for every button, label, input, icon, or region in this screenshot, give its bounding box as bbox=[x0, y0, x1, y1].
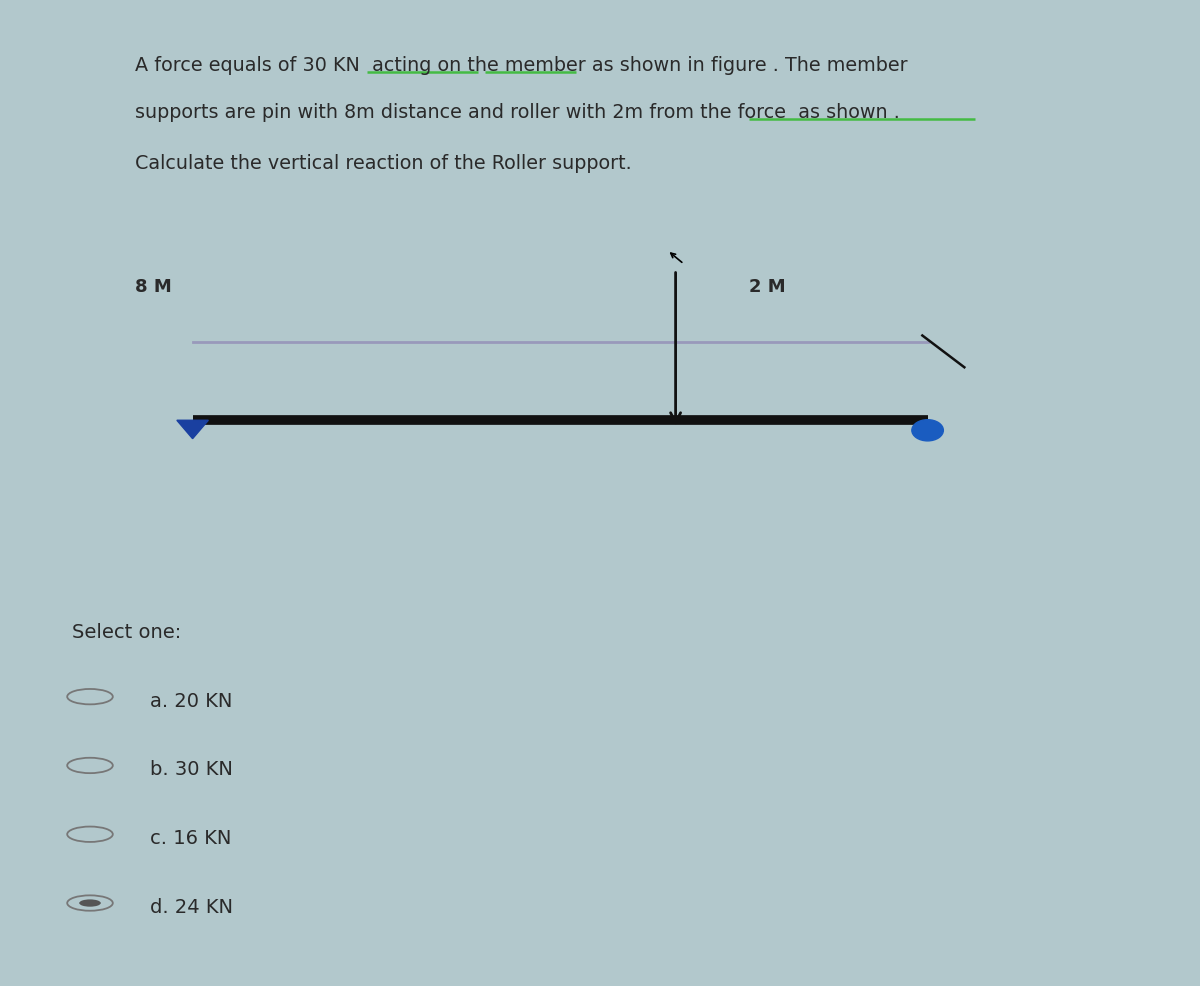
Text: 2 M: 2 M bbox=[749, 278, 786, 296]
Ellipse shape bbox=[912, 420, 943, 442]
Text: a. 20 KN: a. 20 KN bbox=[150, 691, 233, 710]
Text: A force equals of 30 KN  acting on the member as shown in figure . The member: A force equals of 30 KN acting on the me… bbox=[134, 56, 907, 75]
Circle shape bbox=[79, 899, 101, 907]
Text: b. 30 KN: b. 30 KN bbox=[150, 759, 233, 779]
Text: Calculate the vertical reaction of the Roller support.: Calculate the vertical reaction of the R… bbox=[134, 154, 631, 173]
Text: supports are pin with 8m distance and roller with 2m from the force  as shown .: supports are pin with 8m distance and ro… bbox=[134, 104, 900, 122]
Text: Select one:: Select one: bbox=[72, 622, 181, 641]
Polygon shape bbox=[176, 421, 209, 439]
Text: d. 24 KN: d. 24 KN bbox=[150, 897, 233, 916]
Text: 8 M: 8 M bbox=[134, 278, 172, 296]
Text: c. 16 KN: c. 16 KN bbox=[150, 828, 232, 847]
